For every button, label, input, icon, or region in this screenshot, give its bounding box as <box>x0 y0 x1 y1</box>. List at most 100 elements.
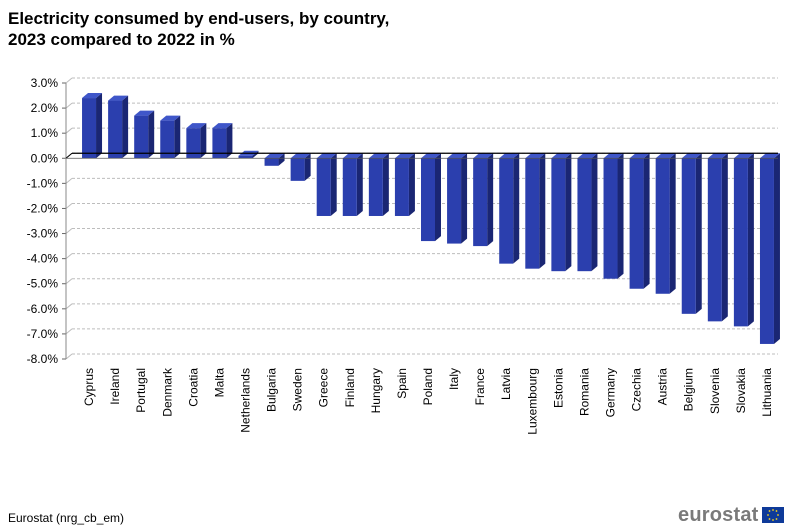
y-tick-label: 1.0% <box>31 126 59 140</box>
x-tick-label: France <box>473 368 487 406</box>
y-tick-label: -2.0% <box>27 201 59 215</box>
bar-chart: 3.0% 2.0% 1.0% 0.0% -1.0% -2.0% -3.0% -4.0% -5.0… <box>27 76 780 435</box>
x-tick-label: Malta <box>212 368 226 398</box>
bar-top <box>525 153 546 159</box>
x-tick-label: Spain <box>395 368 409 399</box>
bar <box>82 98 97 159</box>
x-tick-label: Slovenia <box>708 368 722 414</box>
x-tick-label: Germany <box>604 368 618 417</box>
grid-depth-connector <box>65 278 73 285</box>
x-tick-label: Sweden <box>291 368 305 411</box>
x-tick-label: Bulgaria <box>265 368 279 412</box>
x-tick-label: Denmark <box>160 367 174 417</box>
bar-top <box>368 153 389 159</box>
y-tick-label: -6.0% <box>27 302 59 316</box>
y-tick-label: -8.0% <box>27 352 59 366</box>
bar-side <box>669 153 676 294</box>
x-tick-label: Ireland <box>108 368 122 405</box>
source-note: Eurostat (nrg_cb_em) <box>8 511 125 525</box>
bar <box>681 158 696 314</box>
bar-side <box>408 153 415 216</box>
x-tick-label: Belgium <box>682 368 696 411</box>
bar <box>603 158 618 279</box>
chart-title-line-2: 2023 compared to 2022 in % <box>8 30 235 49</box>
x-tick-label: Luxembourg <box>525 368 539 435</box>
x-tick-label: Italy <box>447 368 461 390</box>
bar-side <box>356 153 363 216</box>
bar <box>551 158 566 272</box>
bar-side <box>174 115 181 159</box>
x-tick-label: Latvia <box>499 368 513 400</box>
bar <box>108 100 123 159</box>
bar <box>134 115 149 159</box>
x-tick-label: Finland <box>343 368 357 407</box>
bar-top <box>108 95 129 101</box>
grid-depth-connector <box>65 203 73 209</box>
grid-depth-connector <box>65 177 73 184</box>
bar-side <box>617 153 624 279</box>
bar-side <box>382 153 389 216</box>
bar <box>264 158 279 166</box>
bar-top <box>473 153 494 159</box>
bar-top <box>759 153 780 159</box>
grid-depth-connector <box>65 127 73 134</box>
bar-top <box>160 115 181 121</box>
bar <box>655 158 670 294</box>
bar-side <box>278 153 285 166</box>
y-tick-label: 2.0% <box>31 101 59 115</box>
bar <box>707 158 722 322</box>
zero-line-depth <box>65 152 73 159</box>
grid-depth-connector <box>65 303 73 310</box>
bar-side <box>695 153 702 314</box>
bar <box>316 158 331 216</box>
bar-top <box>681 153 702 159</box>
bar-side <box>226 123 233 159</box>
bar-side <box>747 153 754 327</box>
y-tick-label: -5.0% <box>27 277 59 291</box>
bar <box>447 158 462 244</box>
bar-top <box>212 123 233 129</box>
bar-top <box>707 153 728 159</box>
bar <box>525 158 540 269</box>
bar <box>342 158 357 216</box>
bar <box>160 120 175 159</box>
bar-top <box>394 153 415 159</box>
eurostat-logo: eurostat <box>678 503 784 527</box>
y-tick-label: 3.0% <box>31 76 59 90</box>
bar-side <box>513 153 520 264</box>
bar-top <box>499 153 520 159</box>
bar-top <box>316 153 337 159</box>
bar-side <box>461 153 468 244</box>
x-tick-label: Czechia <box>630 368 644 412</box>
bar-side <box>721 153 728 322</box>
x-tick-label: Romania <box>577 368 591 416</box>
bar-top <box>186 123 207 129</box>
bar-side <box>435 153 441 242</box>
bar-side <box>122 95 129 159</box>
bar-top <box>134 110 155 116</box>
grid-depth-connector <box>65 253 73 260</box>
bar-top <box>264 153 285 159</box>
bar <box>186 128 201 159</box>
bar <box>212 128 227 159</box>
x-tick-label: Hungary <box>369 368 383 413</box>
bar-top <box>603 153 624 159</box>
y-tick-label: 0.0% <box>31 151 59 165</box>
bar <box>290 158 305 181</box>
x-tick-label: Slovakia <box>734 368 748 414</box>
bar <box>733 158 748 327</box>
y-tick-label: -4.0% <box>27 252 59 266</box>
y-tick-label: -1.0% <box>27 176 59 190</box>
y-tick-label: -7.0% <box>27 327 59 341</box>
bar-top <box>629 153 650 159</box>
bar-top <box>447 153 468 159</box>
x-tick-label: Netherlands <box>238 368 252 433</box>
bar-side <box>252 150 259 159</box>
bar <box>368 158 383 216</box>
grid-depth-connector <box>65 77 73 84</box>
logo-text: eurostat <box>678 503 759 526</box>
bar <box>577 158 592 272</box>
grid-depth-connector <box>65 328 73 335</box>
eu-flag-icon <box>761 507 784 523</box>
bar-side <box>330 153 337 216</box>
